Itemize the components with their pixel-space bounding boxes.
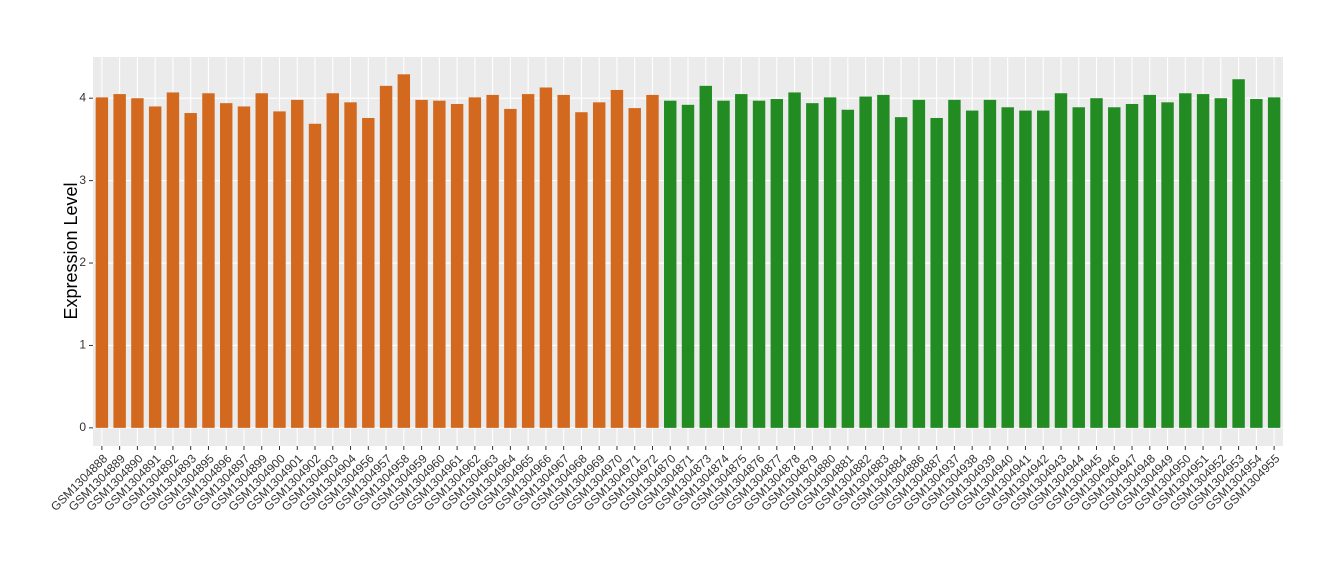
- y-axis-title: Expression Level: [61, 182, 81, 319]
- bar: [237, 106, 251, 428]
- bar: [504, 108, 517, 428]
- bar: [557, 94, 570, 428]
- bar: [1214, 98, 1228, 428]
- bar: [1232, 79, 1245, 428]
- bar: [113, 94, 126, 428]
- bar: [1108, 107, 1121, 428]
- bar: [1267, 97, 1281, 428]
- bar: [219, 103, 233, 428]
- bar: [788, 92, 801, 428]
- bar: [575, 112, 588, 428]
- bar: [131, 98, 144, 428]
- bar: [1001, 107, 1014, 428]
- bar: [1179, 93, 1192, 428]
- bar: [397, 74, 411, 428]
- bar: [965, 110, 979, 428]
- bar: [1072, 107, 1085, 428]
- bar: [1196, 94, 1210, 428]
- bar: [148, 106, 162, 428]
- bar: [202, 93, 215, 428]
- bar: [1090, 98, 1103, 428]
- bar: [646, 94, 659, 428]
- bar: [344, 102, 357, 428]
- bar: [166, 92, 180, 428]
- bar: [610, 89, 624, 428]
- bar: [628, 108, 641, 428]
- bar: [717, 100, 730, 428]
- bar: [699, 85, 712, 428]
- y-tick-label: 1: [79, 338, 86, 352]
- bar: [255, 93, 268, 428]
- bar: [770, 99, 784, 428]
- bar: [1143, 94, 1157, 428]
- bar: [983, 99, 997, 428]
- bar: [948, 99, 961, 428]
- bar: [433, 100, 446, 428]
- bar: [1125, 103, 1139, 428]
- bar: [823, 97, 837, 428]
- bar: [592, 102, 606, 428]
- bar: [681, 104, 695, 428]
- bar: [308, 123, 322, 428]
- bar: [664, 100, 677, 428]
- bar: [1019, 110, 1032, 428]
- bar: [326, 93, 339, 428]
- y-tick-label: 3: [79, 173, 86, 187]
- bar: [450, 103, 464, 428]
- y-tick-label: 0: [79, 420, 86, 434]
- bar: [468, 97, 482, 428]
- bar: [735, 94, 748, 428]
- bar: [379, 85, 393, 428]
- bar: [486, 94, 499, 428]
- bar: [1161, 102, 1174, 428]
- bar: [1037, 110, 1050, 428]
- bar: [415, 99, 428, 428]
- bar: [1054, 93, 1068, 428]
- bar: [841, 109, 855, 428]
- bar: [894, 117, 908, 428]
- y-tick-label: 4: [79, 90, 86, 104]
- bar: [877, 94, 890, 428]
- bar: [521, 94, 535, 428]
- bar: [912, 99, 926, 428]
- bar: [362, 117, 375, 428]
- bar: [1250, 99, 1263, 428]
- bar: [539, 87, 553, 428]
- y-tick-label: 2: [79, 255, 86, 269]
- bar: [184, 113, 197, 428]
- bar: [273, 111, 286, 428]
- bar: [95, 97, 109, 428]
- bar: [859, 96, 872, 428]
- bar: [291, 99, 304, 428]
- bar: [806, 103, 819, 428]
- bar: [752, 100, 766, 428]
- bar: [930, 117, 943, 428]
